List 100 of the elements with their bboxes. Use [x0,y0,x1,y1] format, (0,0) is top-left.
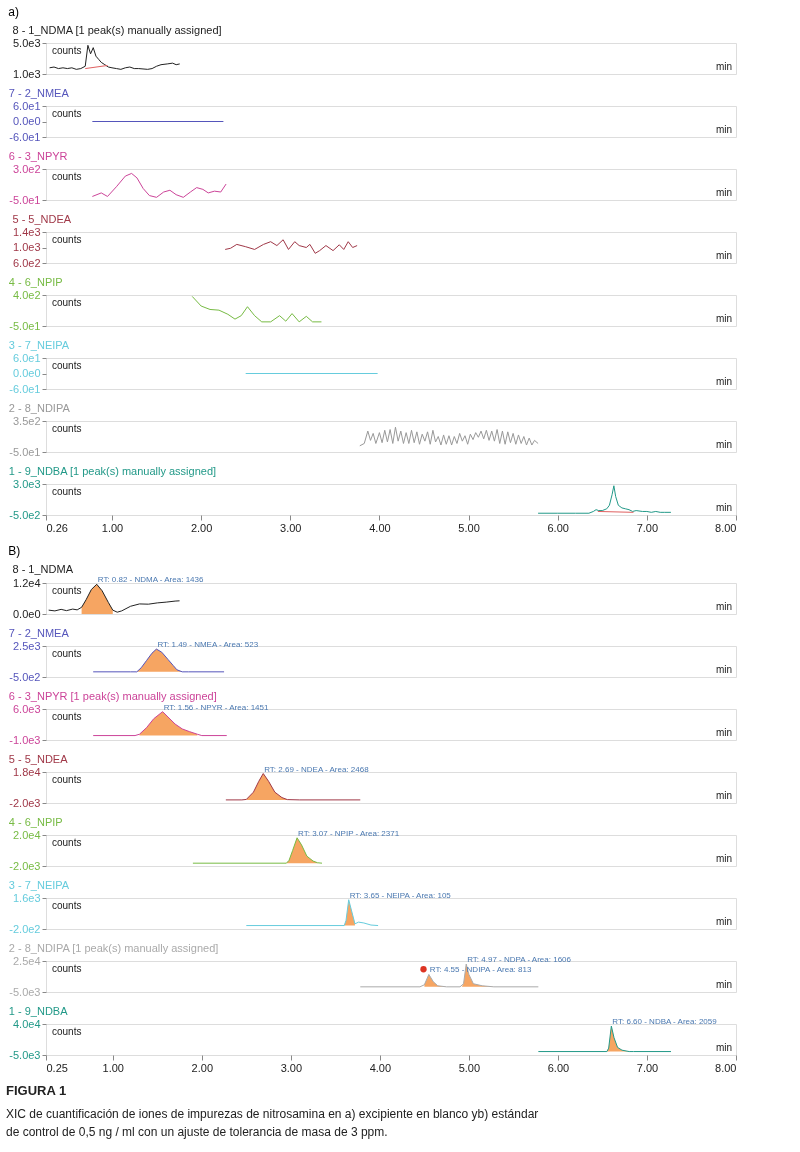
x-tick-label: 5.00 [458,1061,481,1074]
y-tick-label: -5.0e2 [9,670,41,683]
annotation: min [715,601,732,612]
line-series [191,295,322,323]
x-tick-label: 7.00 [636,1061,659,1074]
annotation: counts [52,486,82,497]
chart-title: 2 - 8_NDIPA [8,402,71,414]
annotation: counts [52,297,82,308]
y-tick-label: -2.0e2 [9,922,41,935]
annotation: counts [52,108,82,119]
annotation: RT: 3.07 - NPIP - Area: 2371 [298,828,400,838]
y-tick-label: 0.0e0 [12,607,41,620]
annotation: min [715,250,732,261]
annotation: counts [52,648,82,659]
annotation: counts [52,711,82,722]
y-tick-label: 2.5e4 [12,954,41,967]
annotation: min [715,124,732,135]
annotation: min [715,187,732,198]
y-tick-label: 4.0e4 [12,1017,41,1030]
x-tick-label: 7.00 [636,521,659,534]
x-tick-label: 8.00 [715,1061,737,1074]
annotation: min [715,727,732,738]
annotation: counts [52,45,82,56]
chart-title: 6 - 3_NPYR [1 peak(s) manually assigned] [8,690,217,702]
text: a) [8,4,19,19]
annotation: min [715,313,732,324]
annotation: counts [52,1026,82,1037]
y-tick-label: 1.0e3 [12,241,41,253]
annotation: RT: 0.82 - NDMA - Area: 1436 [97,575,204,585]
line-series [49,44,181,70]
y-tick-label: 4.0e2 [12,288,41,301]
annotation: RT: 2.69 - NDEA - Area: 2468 [264,764,370,774]
y-tick-label: 5.0e3 [12,36,41,49]
annotation: RT: 3.65 - NEIPA - Area: 105 [349,890,452,900]
y-tick-label: -5.0e3 [9,1048,41,1061]
y-tick-label: 1.8e4 [12,765,41,778]
annotation: counts [52,774,82,785]
chart-title: 2 - 8_NDIPA [1 peak(s) manually assigned] [8,942,219,954]
y-tick-label: 0.0e0 [12,115,41,127]
y-tick-label: -6.0e1 [9,382,41,395]
y-tick-label: 3.0e3 [12,477,41,490]
y-tick-label: -2.0e3 [9,796,41,809]
line-series [537,1025,672,1053]
annotation: min [715,61,732,72]
line-series [225,773,361,801]
y-tick-label: 1.6e3 [12,891,41,904]
x-tick-label: 4.00 [369,1061,392,1074]
y-tick-label: 0.0e0 [12,367,41,379]
annotation: RT: 1.56 - NPYR - Area: 1451 [163,702,269,712]
annotation: min [715,502,732,513]
line-series [245,899,379,927]
chart-title: 1 - 9_NDBA [1 peak(s) manually assigned] [8,465,217,477]
x-tick-label: 5.00 [458,521,480,534]
annotation: min [715,916,732,927]
line-series [192,837,323,864]
y-tick-label: -5.0e1 [9,319,41,332]
chart-title: 7 - 2_NMEA [8,87,70,99]
annotation: counts [52,900,82,911]
annotation: min [715,853,732,864]
y-tick-label: -5.0e1 [9,445,41,458]
line-series [91,172,227,198]
x-tick-label: 0.26 [46,521,68,534]
chart-title: 8 - 1_NDMA [1 peak(s) manually assigned] [12,24,222,36]
x-tick-label: 2.00 [190,521,213,534]
annotation: RT: 6.60 - NDBA - Area: 2059 [612,1017,718,1027]
line-series [359,963,539,988]
x-tick-label: 2.00 [191,1061,214,1074]
x-tick-label: 8.00 [715,521,737,534]
annotation: min [715,376,732,387]
chart-title: 3 - 7_NEIPA [8,878,70,891]
text: FIGURA 1 [6,1083,67,1098]
x-tick-label: 6.00 [547,1061,570,1074]
x-tick-label: 1.00 [102,1061,124,1074]
x-tick-label: 1.00 [101,521,124,534]
annotation: counts [52,963,82,974]
y-tick-label: -5.0e3 [9,985,41,998]
line-series [48,583,181,613]
annotation: min [715,664,732,675]
line-series [92,648,225,673]
chart-title: 1 - 9_NDBA [8,1005,69,1017]
y-tick-label: 3.5e2 [12,414,41,427]
chart-title: 5 - 5_NDEA [12,213,72,225]
line-series [359,426,539,447]
x-tick-label: 6.00 [547,521,569,534]
annotation: counts [52,837,82,848]
y-tick-label: 3.0e2 [12,162,41,175]
y-tick-label: 1.0e3 [12,67,41,80]
annotation: min [715,979,732,990]
text: XIC de cuantificación de iones de impurezas de nitrosamina en a) excipiente en blanco yb) estándar de control de 0,5 ng / ml con un ajuste de tolerancia de masa de 3 ppm. [6,1107,539,1139]
text: B) [8,543,21,558]
annotation: counts [52,234,82,245]
x-tick-label: 3.00 [280,1061,303,1074]
x-tick-label: 4.00 [369,521,391,534]
annotation: counts [52,585,82,596]
y-tick-label: 1.2e4 [12,576,41,589]
y-tick-label: 6.0e1 [12,99,41,112]
chart-title: 6 - 3_NPYR [8,150,68,162]
y-tick-label: -2.0e3 [9,859,41,872]
annotation: counts [52,423,82,434]
chart-title: 5 - 5_NDEA [8,752,69,765]
